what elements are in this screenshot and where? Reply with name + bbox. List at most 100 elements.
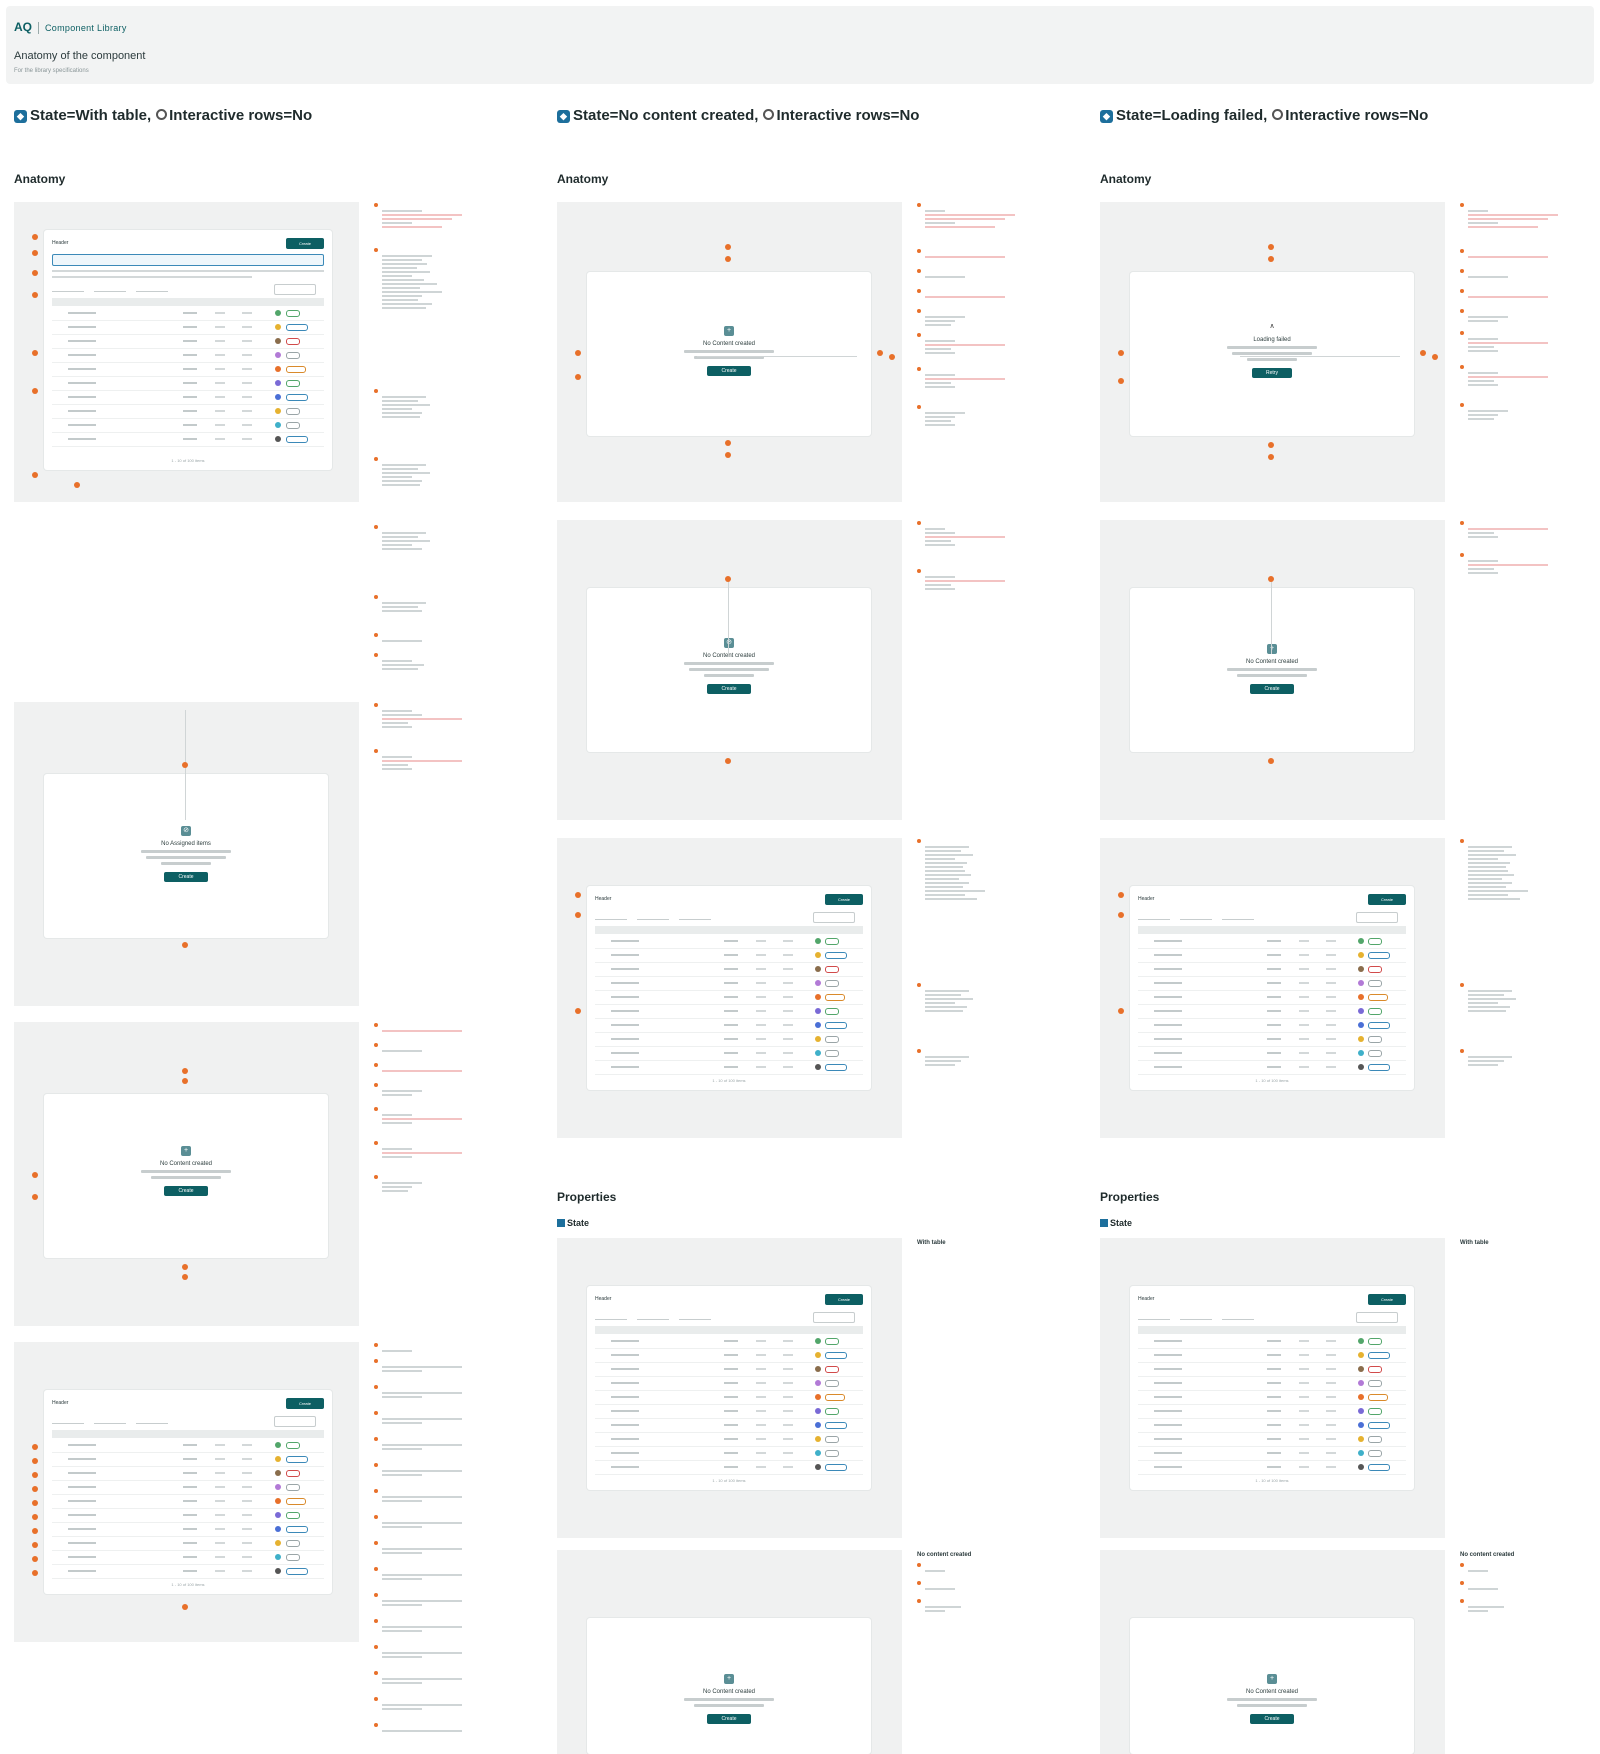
table-row	[595, 1419, 863, 1433]
table-row	[1138, 1447, 1406, 1461]
properties-heading: Properties	[1100, 1190, 1159, 1204]
table-row	[1138, 1005, 1406, 1019]
table-row	[52, 1551, 324, 1565]
table-row	[595, 963, 863, 977]
table-row	[52, 433, 324, 447]
search-input[interactable]	[1356, 1312, 1398, 1323]
table-row	[1138, 1019, 1406, 1033]
empty-action-button[interactable]: Create	[1250, 1714, 1293, 1724]
table-card: Header Create 1 - 10 of 100 items	[587, 886, 871, 1090]
anatomy-notes	[374, 1022, 494, 1202]
table-row	[1138, 1033, 1406, 1047]
empty-illustration-icon: +	[181, 1146, 191, 1156]
table-card: Header Create 1 - 10 of 100 items	[44, 1390, 332, 1594]
table-title: Header	[595, 896, 611, 902]
table-title: Header	[595, 1296, 611, 1302]
create-button[interactable]: Create	[286, 238, 324, 249]
empty-action-button[interactable]: Create	[164, 1186, 207, 1196]
empty-action-button[interactable]: Create	[1250, 684, 1293, 694]
search-input[interactable]	[813, 1312, 855, 1323]
table-row	[1138, 1433, 1406, 1447]
pagination: 1 - 10 of 100 items	[1130, 1478, 1414, 1483]
table-card: Header Create 1 - 10 of 100 items	[587, 1286, 871, 1490]
empty-action-button[interactable]: Create	[707, 366, 750, 376]
empty-action-button[interactable]: Create	[707, 684, 750, 694]
page-title: Anatomy of the component	[14, 50, 145, 62]
anatomy-notes	[374, 1342, 494, 1742]
state-property: State	[557, 1218, 589, 1228]
table-row	[1138, 1377, 1406, 1391]
table-row	[595, 1363, 863, 1377]
component-icon: ◆	[1100, 110, 1113, 123]
boolean-icon	[763, 109, 774, 120]
property-frame-table: Header Create 1 - 10 of 100 items	[557, 1238, 902, 1538]
empty-title: No Content created	[587, 341, 871, 347]
table-title: Header	[1138, 896, 1154, 902]
table-row	[52, 1537, 324, 1551]
empty-state-card: ⊘ No Content created Create	[587, 588, 871, 752]
table-row	[595, 1033, 863, 1047]
error-state-card: ∧ Loading failed Retry	[1130, 272, 1414, 436]
table-row	[52, 1439, 324, 1453]
empty-state-card: + No Content created Create	[44, 1094, 328, 1258]
table-row	[595, 1005, 863, 1019]
brand-logo: AQ	[14, 20, 32, 34]
table-row	[52, 1481, 324, 1495]
search-input[interactable]	[813, 912, 855, 923]
library-name: Component Library	[45, 23, 127, 33]
empty-illustration-icon: ⊘	[181, 826, 191, 836]
table-row	[595, 1391, 863, 1405]
table-row	[595, 1047, 863, 1061]
create-button[interactable]: Create	[825, 894, 863, 905]
table-row	[595, 949, 863, 963]
table-row	[52, 321, 324, 335]
create-button[interactable]: Create	[1368, 894, 1406, 905]
create-button[interactable]: Create	[286, 1398, 324, 1409]
empty-state-card: + No Content created Create	[1130, 1618, 1414, 1754]
table-row	[1138, 1335, 1406, 1349]
table-row	[1138, 1391, 1406, 1405]
table-row	[52, 1523, 324, 1537]
table-row	[595, 977, 863, 991]
table-row	[52, 335, 324, 349]
anatomy-heading: Anatomy	[557, 172, 608, 186]
empty-illustration-icon: +	[1267, 644, 1277, 654]
table-header-row	[52, 298, 324, 306]
empty-state-card: + No Content created Create	[587, 272, 871, 436]
table-row	[52, 1565, 324, 1579]
error-illustration-icon: ∧	[1267, 322, 1277, 332]
table-row	[52, 363, 324, 377]
table-row	[1138, 1363, 1406, 1377]
table-header-row	[595, 1326, 863, 1334]
search-input[interactable]	[274, 1416, 316, 1427]
page-subtitle: For the library specifications	[14, 68, 89, 74]
property-value-label: With table	[917, 1240, 946, 1246]
empty-action-button[interactable]: Create	[164, 872, 207, 882]
property-value-label: No content created	[1460, 1552, 1514, 1558]
anatomy-frame-empty: + No Content created Create	[14, 1022, 359, 1326]
empty-state-card: + No Content created Create	[587, 1618, 871, 1754]
properties-heading: Properties	[557, 1190, 616, 1204]
component-icon: ◆	[14, 110, 27, 123]
search-input[interactable]	[274, 284, 316, 295]
create-button[interactable]: Create	[825, 1294, 863, 1305]
variant-icon	[1100, 1219, 1108, 1227]
search-input[interactable]	[1356, 912, 1398, 923]
anatomy-notes	[1460, 520, 1590, 590]
table-row	[1138, 1047, 1406, 1061]
table-row	[595, 1377, 863, 1391]
empty-title: No Content created	[587, 653, 871, 659]
table-row	[595, 1349, 863, 1363]
create-button[interactable]: Create	[1368, 1294, 1406, 1305]
empty-action-button[interactable]: Create	[707, 1714, 750, 1724]
property-frame-empty: + No Content created Create	[1100, 1550, 1445, 1754]
variant-title-loading-failed: ◆ State=Loading failed, Interactive rows=N…	[1100, 107, 1428, 124]
table-header-row	[52, 1430, 324, 1438]
table-row	[52, 377, 324, 391]
table-row	[1138, 1461, 1406, 1475]
retry-button[interactable]: Retry	[1252, 368, 1292, 378]
anatomy-frame-table: Header Create 1 - 10 of 100 items	[557, 838, 902, 1138]
empty-state-card: ⊘ No Assigned items Create	[44, 774, 328, 938]
table-row	[595, 1447, 863, 1461]
variant-title-with-table: ◆ State=With table, Interactive rows=No	[14, 107, 312, 124]
